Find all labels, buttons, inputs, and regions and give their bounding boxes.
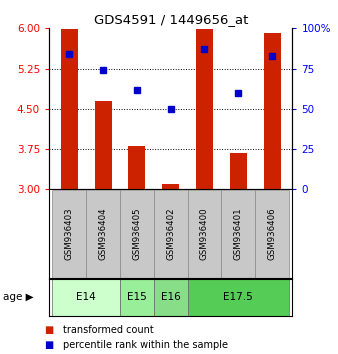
- Text: ■: ■: [44, 340, 53, 350]
- Text: GSM936402: GSM936402: [166, 208, 175, 261]
- Text: age ▶: age ▶: [3, 292, 34, 302]
- Text: GSM936400: GSM936400: [200, 208, 209, 261]
- Bar: [86, 190, 120, 278]
- Bar: [154, 190, 188, 278]
- Bar: [61, 29, 78, 189]
- Bar: [52, 279, 120, 316]
- Bar: [230, 153, 247, 189]
- Text: GSM936401: GSM936401: [234, 208, 243, 261]
- Bar: [120, 190, 154, 278]
- Bar: [188, 190, 221, 278]
- Bar: [264, 33, 281, 189]
- Bar: [162, 184, 179, 189]
- Bar: [95, 101, 112, 189]
- Bar: [128, 147, 145, 189]
- Text: ■: ■: [44, 325, 53, 335]
- Bar: [188, 279, 289, 316]
- Text: E17.5: E17.5: [223, 292, 253, 302]
- Text: GSM936405: GSM936405: [132, 208, 141, 261]
- Text: E14: E14: [76, 292, 96, 302]
- Bar: [221, 190, 255, 278]
- Bar: [120, 279, 154, 316]
- Title: GDS4591 / 1449656_at: GDS4591 / 1449656_at: [94, 13, 248, 26]
- Text: E16: E16: [161, 292, 180, 302]
- Text: GSM936406: GSM936406: [268, 208, 276, 261]
- Bar: [196, 29, 213, 189]
- Text: GSM936404: GSM936404: [99, 208, 107, 261]
- Bar: [52, 190, 86, 278]
- Bar: [255, 190, 289, 278]
- Text: E15: E15: [127, 292, 147, 302]
- Text: transformed count: transformed count: [63, 325, 153, 335]
- Text: percentile rank within the sample: percentile rank within the sample: [63, 340, 227, 350]
- Bar: [154, 279, 188, 316]
- Text: GSM936403: GSM936403: [65, 208, 74, 261]
